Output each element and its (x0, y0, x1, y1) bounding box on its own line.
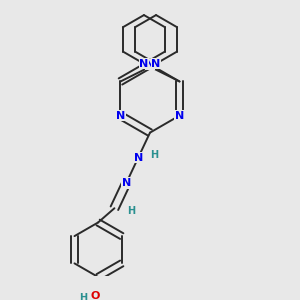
Text: N: N (146, 59, 154, 69)
Text: N: N (175, 111, 184, 121)
Text: N: N (122, 178, 131, 188)
Text: N: N (134, 153, 143, 163)
Text: N: N (139, 59, 148, 69)
Text: O: O (91, 291, 100, 300)
Text: H: H (127, 206, 135, 216)
Text: N: N (152, 59, 161, 69)
Text: H: H (150, 151, 158, 160)
Text: H: H (79, 293, 87, 300)
Text: N: N (116, 111, 125, 121)
